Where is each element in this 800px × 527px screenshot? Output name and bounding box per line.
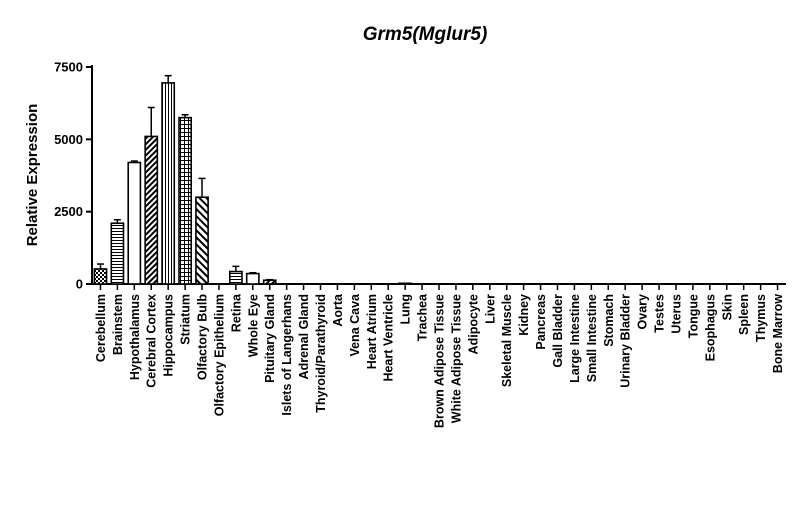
x-tick-label: Tongue	[686, 294, 700, 338]
bars	[93, 82, 413, 285]
x-tick-label: Liver	[483, 294, 497, 324]
x-tick-label: Cerebellum	[94, 294, 108, 362]
bar	[398, 282, 413, 285]
x-tick-label: Heart Atrium	[365, 294, 379, 369]
x-tick-label: Hippocampus	[162, 294, 176, 377]
x-tick-label: Ovary	[636, 294, 650, 329]
x-tick-label: Vena Cava	[348, 293, 362, 357]
x-tick-label: Esophagus	[703, 294, 717, 361]
x-tick-label: Trachea	[416, 293, 430, 341]
x-tick-label: Skeletal Muscle	[500, 294, 514, 387]
bar	[178, 116, 192, 285]
x-tick-label: Thyroid/Parathyroid	[314, 294, 328, 413]
bar	[262, 279, 277, 285]
x-tick-label: Large Intestine	[568, 294, 582, 383]
x-tick-label: Lung	[399, 294, 413, 325]
x-tick-label: Gall Bladder	[551, 294, 565, 368]
y-tick-label: 2500	[54, 204, 83, 219]
x-tick-label: Pancreas	[534, 294, 548, 350]
x-tick-label: Hypothalamus	[128, 294, 142, 380]
error-bars	[96, 74, 274, 281]
x-ticks: Cerebellum Brainstem Hypothalamus Cerebral …	[94, 284, 785, 428]
x-tick-label: White Adipose Tissue	[449, 294, 463, 423]
y-ticks: 0 2500 5000 7500	[54, 60, 92, 292]
bar	[144, 135, 159, 285]
x-tick-label: Spleen	[737, 294, 751, 335]
x-tick-label: Brainstem	[111, 294, 125, 355]
bar	[195, 196, 209, 285]
x-tick-label: Cerebral Cortex	[145, 294, 159, 388]
x-tick-label: Small Intestine	[585, 294, 599, 382]
chart-title: Grm5(Mglur5)	[363, 24, 488, 45]
y-axis-label: Relative Expression	[24, 104, 41, 247]
x-tick-label: Urinary Bladder	[619, 294, 633, 388]
x-tick-label: Pituitary Gland	[263, 294, 277, 383]
x-tick-label: Olfactory Bulb	[196, 294, 210, 380]
bar	[228, 270, 243, 285]
x-tick-label: Testes	[653, 294, 667, 333]
x-tick-label: Uterus	[669, 294, 683, 334]
x-tick-label: Adipocyte	[466, 294, 480, 354]
x-tick-label: Olfactory Epithelium	[212, 294, 226, 416]
x-tick-label: Brown Adipose Tissue	[433, 294, 447, 428]
x-tick-label: Adrenal Gland	[297, 294, 311, 379]
x-tick-label: Stomach	[602, 294, 616, 347]
bar	[127, 161, 142, 285]
x-tick-label: Islets of Langerhans	[280, 294, 294, 416]
y-tick-label: 0	[76, 277, 83, 292]
x-tick-label: Thymus	[754, 294, 768, 342]
x-tick-label: Heart Ventricle	[382, 294, 396, 382]
bar	[93, 268, 108, 285]
x-tick-label: Aorta	[331, 293, 345, 327]
x-tick-label: Retina	[229, 293, 243, 332]
bar	[110, 222, 125, 285]
y-tick-label: 5000	[54, 132, 83, 147]
bar	[161, 82, 176, 285]
x-tick-label: Striatum	[179, 294, 193, 345]
x-tick-label: Kidney	[517, 294, 531, 336]
x-tick-label: Whole Eye	[246, 294, 260, 357]
x-tick-label: Skin	[720, 294, 734, 320]
x-tick-label: Bone Marrow	[771, 294, 785, 373]
y-tick-label: 7500	[54, 60, 83, 75]
bar	[245, 272, 260, 285]
